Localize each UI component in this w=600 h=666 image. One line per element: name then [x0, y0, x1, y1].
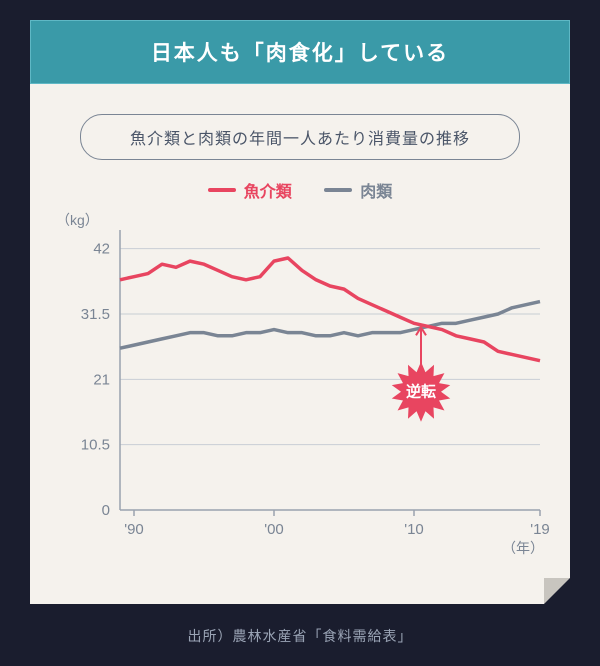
y-tick-label: 10.5	[81, 437, 110, 454]
x-tick-label: '10	[404, 521, 424, 538]
subtitle-pill: 魚介類と肉類の年間一人あたり消費量の推移	[80, 114, 520, 160]
legend: 魚介類 肉類	[50, 178, 550, 202]
x-tick-label: '19	[530, 521, 550, 538]
x-tick-label: '00	[264, 521, 284, 538]
y-tick-label: 31.5	[81, 306, 110, 323]
legend-seafood-label: 魚介類	[244, 178, 292, 202]
burst-label: 逆転	[406, 383, 436, 401]
title-text: 日本人も「肉食化」している	[151, 42, 449, 65]
chart-card: 魚介類と肉類の年間一人あたり消費量の推移 魚介類 肉類 （kg） 0 10.5 21…	[30, 84, 570, 604]
page-fold-icon	[544, 578, 570, 604]
legend-meat-label: 肉類	[360, 178, 392, 202]
y-tick-label: 0	[102, 502, 110, 519]
line-chart: 0 10.5 21 31.5 42 '90 '00 '10 '19 逆転	[50, 210, 550, 550]
legend-meat: 肉類	[324, 178, 392, 202]
y-tick-label: 21	[93, 371, 110, 388]
legend-seafood: 魚介類	[208, 178, 292, 202]
x-tick-label: '90	[124, 521, 144, 538]
y-axis-unit: （kg）	[56, 210, 99, 230]
chart-wrap: （kg） 010.52131.542'90'00'10'19逆転 （年）	[50, 210, 550, 550]
subtitle-text: 魚介類と肉類の年間一人あたり消費量の推移	[130, 131, 470, 148]
title-banner: 日本人も「肉食化」している	[30, 20, 570, 84]
legend-swatch-meat	[324, 188, 352, 192]
source-text: 出所）農林水産省「食料需給表」	[188, 626, 413, 646]
seafood-line	[120, 258, 540, 361]
legend-swatch-seafood	[208, 188, 236, 192]
y-tick-label: 42	[93, 241, 110, 258]
x-axis-unit: （年）	[502, 538, 544, 558]
